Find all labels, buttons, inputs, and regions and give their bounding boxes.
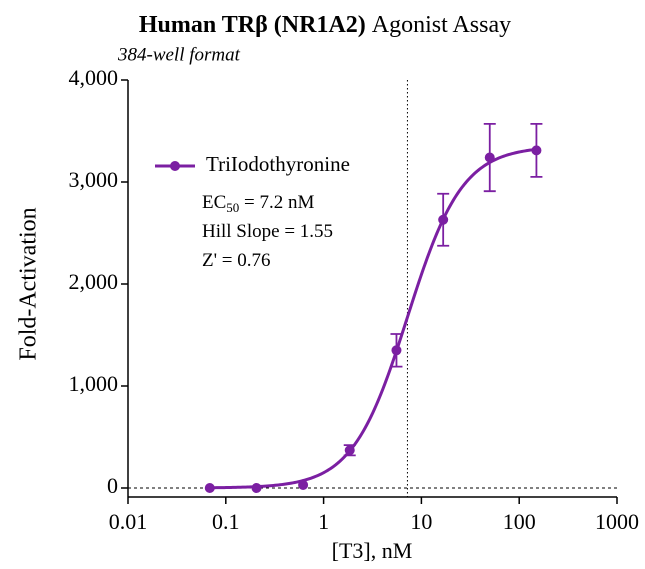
- y-tick-label: 1,000: [69, 371, 119, 396]
- x-tick-label: 0.01: [109, 509, 148, 534]
- y-tick-label: 0: [107, 473, 118, 498]
- chart-title: Human TRβ (NR1A2) Agonist Assay: [139, 12, 511, 38]
- annotation: Z' = 0.76: [202, 250, 271, 271]
- x-tick-label: 100: [503, 509, 536, 534]
- data-point: [484, 152, 495, 163]
- annotation: Hill Slope = 1.55: [202, 221, 333, 242]
- y-axis-label: Fold-Activation: [16, 207, 42, 360]
- annotation-text: Hill Slope = 1.55: [202, 221, 333, 242]
- annotation-rest: = 7.2 nM: [239, 192, 314, 213]
- data-point: [204, 483, 215, 493]
- y-tick-label: 4,000: [69, 65, 119, 90]
- subtitle: 384-well format: [117, 44, 241, 65]
- fit-curve: [209, 147, 537, 490]
- data-point: [298, 479, 309, 490]
- legend-label: TriIodothyronine: [206, 152, 350, 176]
- legend-marker: [170, 161, 180, 171]
- data-point: [391, 345, 402, 356]
- annotation-sub: 50: [226, 200, 239, 215]
- x-axis-label: [T3], nM: [332, 538, 413, 563]
- annotation-text: Z' = 0.76: [202, 250, 271, 271]
- y-tick-label: 2,000: [69, 269, 119, 294]
- x-tick-label: 10: [410, 509, 432, 534]
- x-tick-label: 0.1: [212, 509, 240, 534]
- data-point: [251, 483, 262, 493]
- data-point: [344, 445, 355, 456]
- data-point: [438, 214, 449, 225]
- data-point: [531, 145, 542, 156]
- title-bold: Human TRβ (NR1A2): [139, 12, 366, 38]
- title-regular: Agonist Assay: [372, 12, 511, 38]
- annotation: EC50 = 7.2 nM: [202, 192, 314, 215]
- x-tick-label: 1000: [595, 509, 639, 534]
- y-tick-label: 3,000: [69, 167, 119, 192]
- annotation-text: EC: [202, 192, 226, 213]
- x-tick-label: 1: [318, 509, 329, 534]
